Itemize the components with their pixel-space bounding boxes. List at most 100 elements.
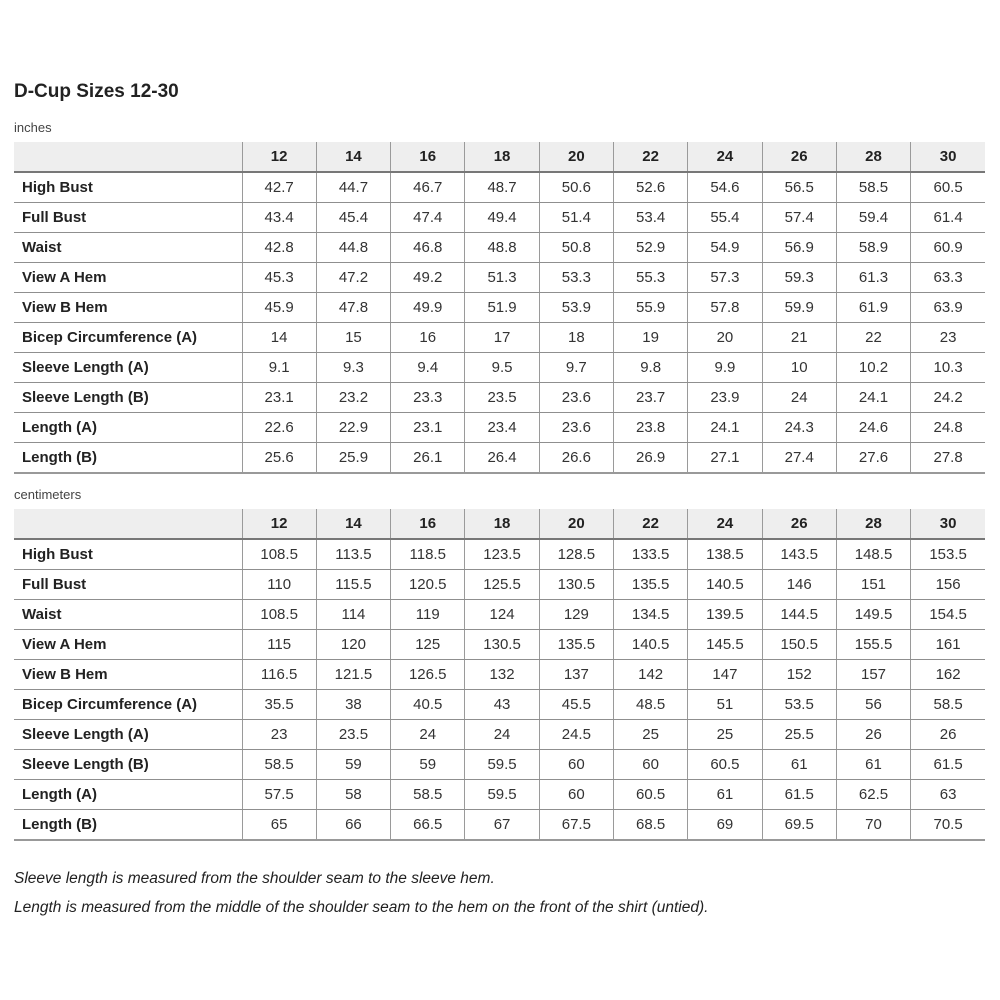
note-sleeve-length: Sleeve length is measured from the shoul…: [14, 870, 495, 887]
table-row: High Bust 42.7 44.7 46.7 48.7 50.6 52.6 54.6 56.…: [14, 172, 985, 203]
size-value: 57.8: [687, 292, 763, 323]
size-value: 116.5: [242, 659, 317, 690]
size-value: 10.2: [836, 352, 912, 383]
size-value: 63: [910, 779, 985, 810]
table-row: Waist 108.5 114 119 124 129 134.5 139.5 144.5 149…: [14, 599, 985, 630]
size-value: 24.3: [762, 412, 837, 443]
size-value: 121.5: [316, 659, 392, 690]
size-value: 162: [910, 659, 985, 690]
row-label: Full Bust: [14, 569, 243, 600]
size-value: 154.5: [910, 599, 985, 630]
size-value: 27.4: [762, 442, 837, 474]
size-value: 26: [836, 719, 912, 750]
size-value: 70.5: [910, 809, 985, 841]
size-value: 26.6: [539, 442, 614, 474]
size-value: 143.5: [762, 539, 837, 570]
size-value: 60: [539, 779, 614, 810]
row-label: Length (A): [14, 779, 243, 810]
table-row: Length (B) 65 66 66.5 67 67.5 68.5 69 69.5 70 70.5: [14, 809, 985, 841]
row-label: Sleeve Length (B): [14, 749, 243, 780]
size-value: 125.5: [464, 569, 540, 600]
table-row: Length (A) 22.6 22.9 23.1 23.4 23.6 23.8 24.1 24…: [14, 412, 985, 443]
size-value: 150.5: [762, 629, 837, 660]
size-value: 23.9: [687, 382, 763, 413]
size-value: 69.5: [762, 809, 837, 841]
size-value: 23.5: [464, 382, 540, 413]
size-value: 58.9: [836, 232, 912, 263]
size-value: 147: [687, 659, 763, 690]
table-row: Full Bust 43.4 45.4 47.4 49.4 51.4 53.4 55.4 57.…: [14, 202, 985, 233]
size-value: 9.3: [316, 352, 392, 383]
size-value: 9.7: [539, 352, 614, 383]
size-value: 27.1: [687, 442, 763, 474]
size-column-header: 18: [464, 142, 540, 173]
table-row: Full Bust 110 115.5 120.5 125.5 130.5 135.5 140…: [14, 569, 985, 600]
size-value: 40.5: [390, 689, 466, 720]
size-value: 18: [539, 322, 614, 353]
size-header-row: 12 14 16 18 20 22 24 26 28 30: [14, 509, 985, 540]
size-value: 119: [390, 599, 466, 630]
size-value: 25.9: [316, 442, 392, 474]
size-value: 125: [390, 629, 466, 660]
size-value: 23.1: [242, 382, 317, 413]
size-column-header: 20: [539, 509, 614, 540]
size-value: 70: [836, 809, 912, 841]
row-label: Length (A): [14, 412, 243, 443]
row-label: Waist: [14, 599, 243, 630]
size-value: 65: [242, 809, 317, 841]
size-value: 114: [316, 599, 392, 630]
table-row: Sleeve Length (B) 58.5 59 59 59.5 60 60 60.5 61 6…: [14, 749, 985, 780]
size-value: 110: [242, 569, 317, 600]
size-value: 118.5: [390, 539, 466, 570]
size-column-header: 20: [539, 142, 614, 173]
size-value: 60.5: [687, 749, 763, 780]
size-column-header: 18: [464, 509, 540, 540]
size-chart-page: D-Cup Sizes 12-30 inches 12 14 16 18 20 22 24 2…: [14, 81, 985, 916]
size-value: 9.4: [390, 352, 466, 383]
row-label: Length (B): [14, 809, 243, 841]
size-value: 51.4: [539, 202, 614, 233]
size-value: 135.5: [539, 629, 614, 660]
size-column-header: 22: [613, 142, 689, 173]
size-value: 59.5: [464, 749, 540, 780]
size-value: 60.5: [613, 779, 689, 810]
table-row: Length (A) 57.5 58 58.5 59.5 60 60.5 61 61.5 62.5…: [14, 779, 985, 810]
size-value: 22: [836, 322, 912, 353]
size-value: 23.6: [539, 382, 614, 413]
size-value: 24.5: [539, 719, 614, 750]
size-value: 24: [464, 719, 540, 750]
row-label: View B Hem: [14, 659, 243, 690]
size-value: 9.1: [242, 352, 317, 383]
size-value: 123.5: [464, 539, 540, 570]
size-column-header: 16: [390, 509, 466, 540]
size-value: 20: [687, 322, 763, 353]
size-value: 153.5: [910, 539, 985, 570]
size-value: 58.5: [910, 689, 985, 720]
corner-cell: [14, 142, 243, 173]
size-value: 60.5: [910, 172, 985, 203]
size-value: 47.4: [390, 202, 466, 233]
size-value: 63.9: [910, 292, 985, 323]
size-value: 55.4: [687, 202, 763, 233]
size-value: 53.5: [762, 689, 837, 720]
size-value: 23.3: [390, 382, 466, 413]
size-value: 46.7: [390, 172, 466, 203]
row-label: Sleeve Length (B): [14, 382, 243, 413]
size-value: 17: [464, 322, 540, 353]
row-label: View B Hem: [14, 292, 243, 323]
size-value: 45.9: [242, 292, 317, 323]
size-value: 25.5: [762, 719, 837, 750]
size-value: 67.5: [539, 809, 614, 841]
size-value: 137: [539, 659, 614, 690]
size-value: 62.5: [836, 779, 912, 810]
size-value: 53.9: [539, 292, 614, 323]
size-value: 47.2: [316, 262, 392, 293]
size-value: 23.8: [613, 412, 689, 443]
size-value: 58: [316, 779, 392, 810]
size-value: 144.5: [762, 599, 837, 630]
size-value: 9.5: [464, 352, 540, 383]
row-label: High Bust: [14, 172, 243, 203]
size-value: 24: [762, 382, 837, 413]
size-value: 59.3: [762, 262, 837, 293]
size-value: 146: [762, 569, 837, 600]
